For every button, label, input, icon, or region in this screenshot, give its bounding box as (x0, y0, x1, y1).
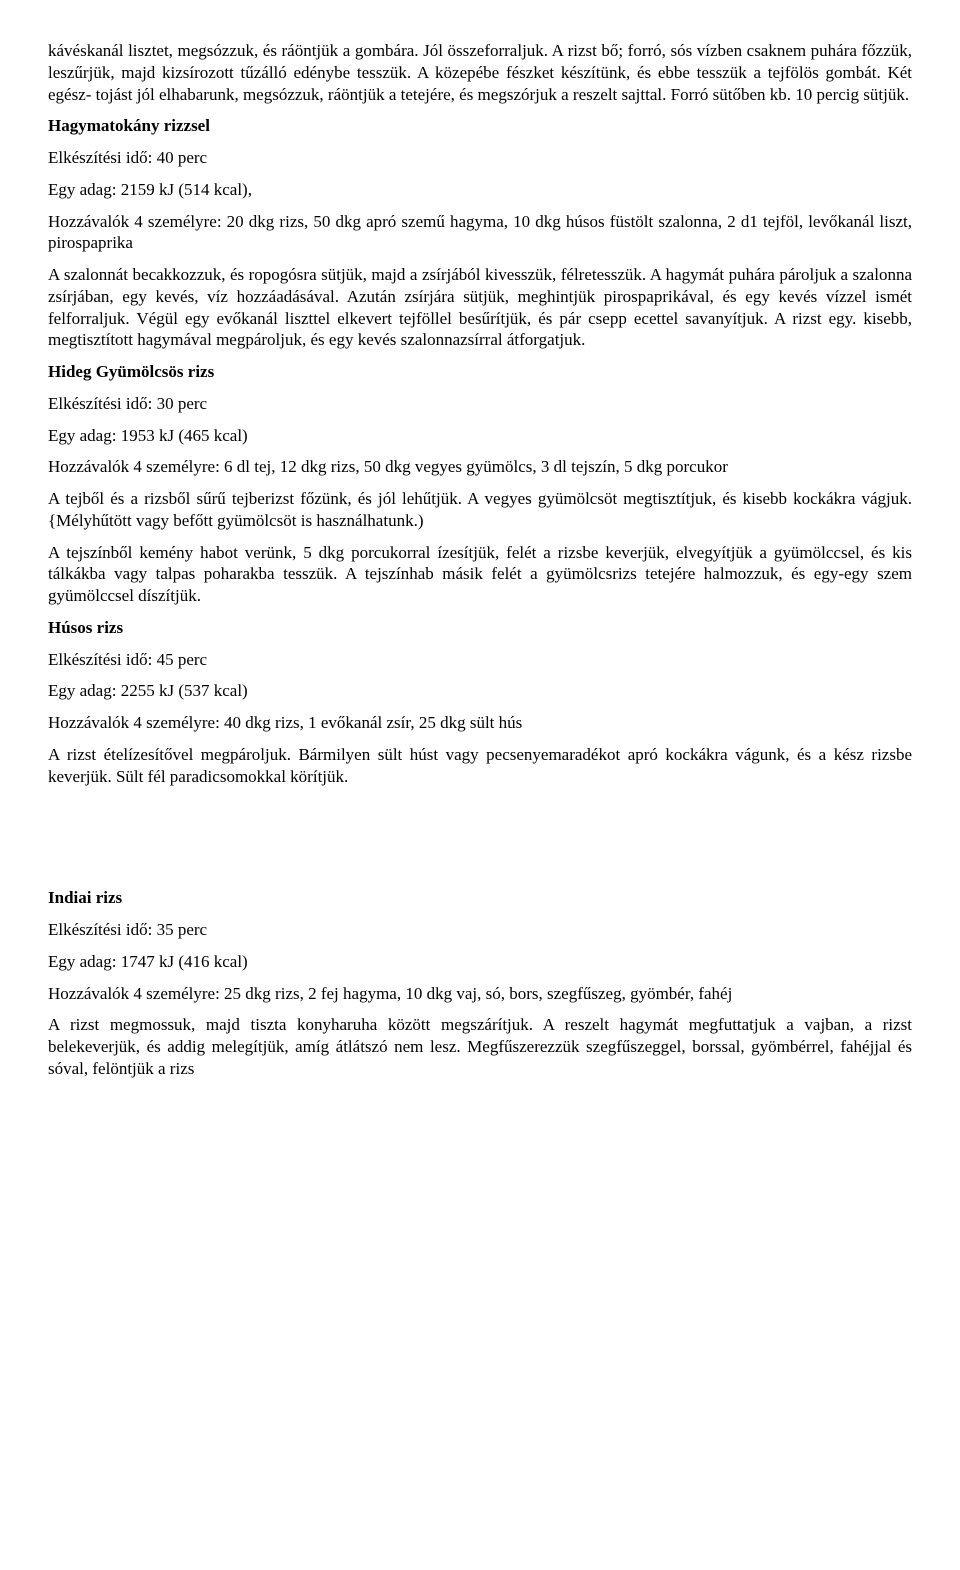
recipe3-ingredients: Hozzávalók 4 személyre: 40 dkg rizs, 1 e… (48, 712, 912, 734)
recipe4-method: A rizst megmossuk, majd tiszta konyharuh… (48, 1014, 912, 1079)
recipe4-ingredients: Hozzávalók 4 személyre: 25 dkg rizs, 2 f… (48, 983, 912, 1005)
recipe1-title: Hagymatokány rizzsel (48, 115, 912, 137)
section-gap (48, 797, 912, 887)
recipe2-serving: Egy adag: 1953 kJ (465 kcal) (48, 425, 912, 447)
recipe1-method: A szalonnát becakkozzuk, és ropogósra sü… (48, 264, 912, 351)
recipe3-serving: Egy adag: 2255 kJ (537 kcal) (48, 680, 912, 702)
recipe2-time: Elkészítési idő: 30 perc (48, 393, 912, 415)
recipe1-serving: Egy adag: 2159 kJ (514 kcal), (48, 179, 912, 201)
recipe2-method2: A tejszínből kemény habot verünk, 5 dkg … (48, 542, 912, 607)
recipe3-title: Húsos rizs (48, 617, 912, 639)
recipe2-method1: A tejből és a rizsből sűrű tejberizst fő… (48, 488, 912, 532)
recipe1-time: Elkészítési idő: 40 perc (48, 147, 912, 169)
recipe4-title: Indiai rizs (48, 887, 912, 909)
recipe3-time: Elkészítési idő: 45 perc (48, 649, 912, 671)
intro-p1: kávéskanál lisztet, megsózzuk, és ráöntj… (48, 40, 912, 105)
recipe2-title: Hideg Gyümölcsös rizs (48, 361, 912, 383)
recipe2-ingredients: Hozzávalók 4 személyre: 6 dl tej, 12 dkg… (48, 456, 912, 478)
recipe4-serving: Egy adag: 1747 kJ (416 kcal) (48, 951, 912, 973)
document-body: kávéskanál lisztet, megsózzuk, és ráöntj… (48, 40, 912, 1080)
recipe3-method: A rizst ételízesítővel megpároljuk. Bárm… (48, 744, 912, 788)
recipe1-ingredients: Hozzávalók 4 személyre: 20 dkg rizs, 50 … (48, 211, 912, 255)
recipe4-time: Elkészítési idő: 35 perc (48, 919, 912, 941)
